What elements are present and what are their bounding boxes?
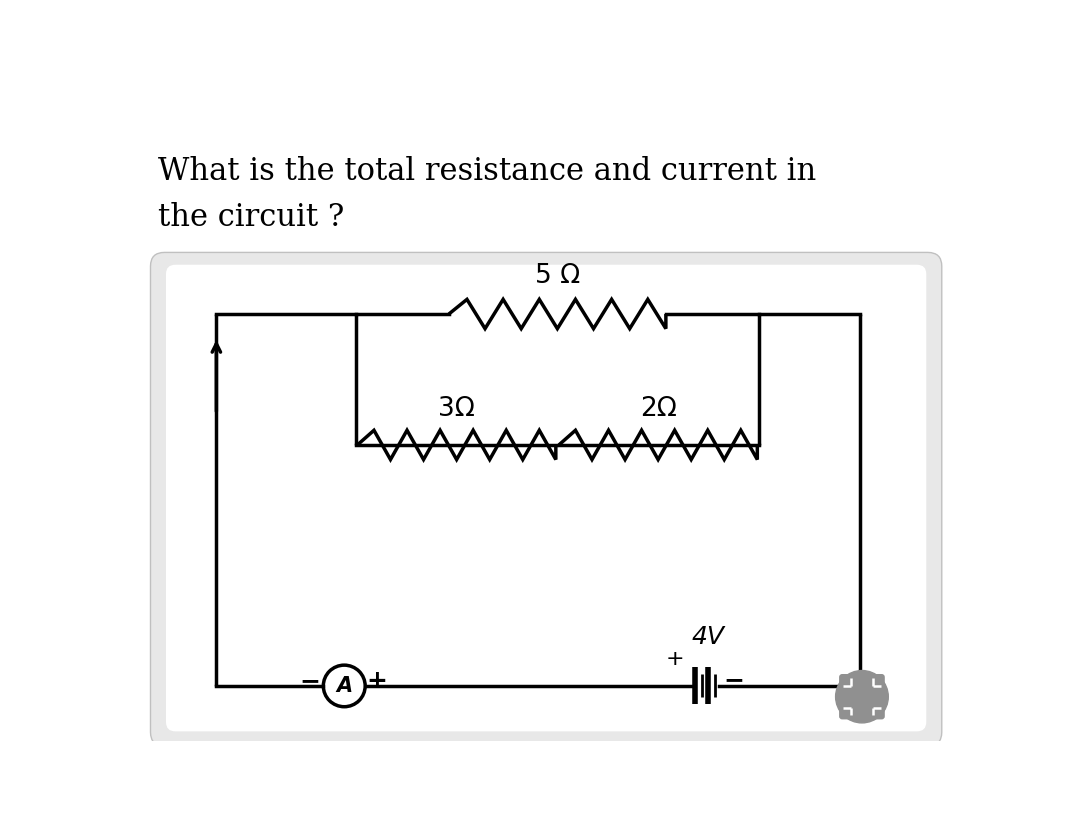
- Text: −: −: [724, 668, 744, 691]
- Text: 2Ω: 2Ω: [639, 396, 676, 421]
- Text: 5 Ω: 5 Ω: [535, 263, 580, 289]
- Text: A: A: [336, 676, 352, 696]
- Text: +: +: [366, 669, 388, 693]
- Text: +: +: [666, 649, 685, 669]
- Text: the circuit ?: the circuit ?: [159, 202, 345, 233]
- Text: What is the total resistance and current in: What is the total resistance and current…: [159, 156, 816, 187]
- Text: 3Ω: 3Ω: [438, 396, 475, 421]
- Circle shape: [836, 671, 889, 723]
- Text: −: −: [299, 669, 320, 693]
- FancyBboxPatch shape: [839, 674, 885, 720]
- FancyBboxPatch shape: [166, 265, 927, 731]
- Text: 4V: 4V: [692, 625, 725, 649]
- FancyBboxPatch shape: [150, 252, 942, 746]
